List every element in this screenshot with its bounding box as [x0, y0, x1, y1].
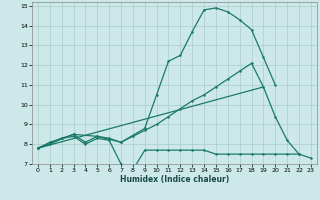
X-axis label: Humidex (Indice chaleur): Humidex (Indice chaleur): [120, 175, 229, 184]
